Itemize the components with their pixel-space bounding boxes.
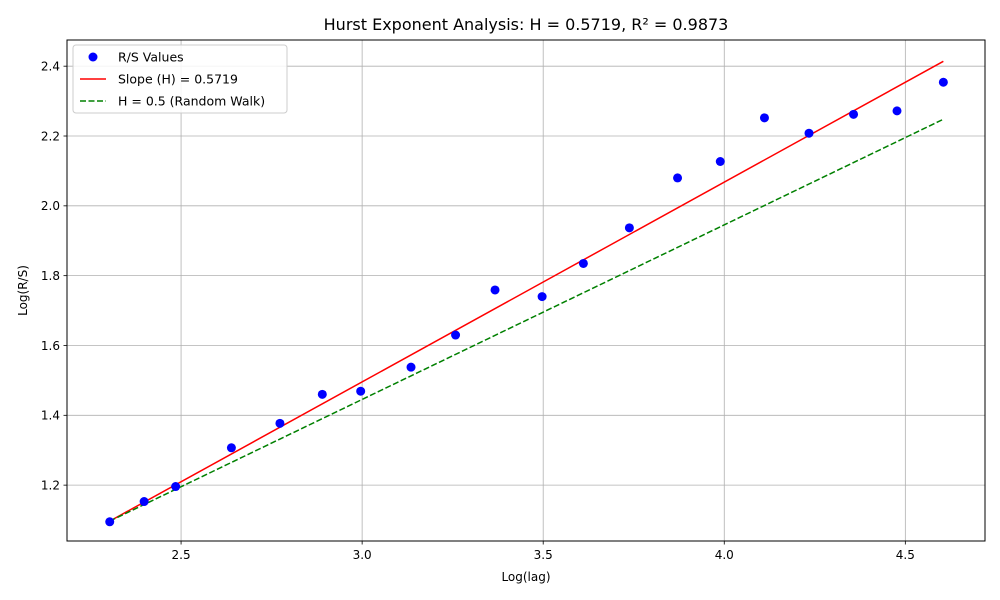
data-point (139, 497, 149, 507)
legend-marker-scatter (88, 52, 98, 62)
tick-layer: 2.5 3.0 3.5 4.0 4.5 1.2 1.4 1.6 1.8 2.0 2.2 2.4 (41, 59, 915, 562)
data-point (275, 418, 285, 428)
data-point (892, 106, 902, 116)
x-tick-label: 4.0 (715, 548, 734, 562)
series-line-random-walk (109, 118, 944, 522)
x-axis-title: Log(lag) (501, 570, 550, 584)
data-point (537, 292, 547, 302)
legend-label: R/S Values (118, 50, 184, 65)
data-point (451, 330, 461, 340)
legend-label: H = 0.5 (Random Walk) (118, 94, 265, 109)
plot-frame (66, 39, 986, 542)
data-point (356, 386, 366, 396)
x-tick-label: 4.5 (896, 548, 915, 562)
series-line-hurst-fit (109, 60, 944, 522)
data-point (317, 389, 327, 399)
chart-title: Hurst Exponent Analysis: H = 0.5719, R² … (324, 15, 729, 34)
x-tick-label: 2.5 (172, 548, 191, 562)
data-point (938, 77, 948, 87)
data-point (578, 258, 588, 268)
data-point (715, 156, 725, 166)
x-tick-label: 3.0 (353, 548, 372, 562)
data-point (105, 517, 115, 527)
data-point (759, 113, 769, 123)
y-tick-label: 1.8 (41, 269, 60, 283)
y-tick-label: 2.2 (41, 129, 60, 143)
data-point (624, 223, 634, 233)
y-tick-label: 2.0 (41, 199, 60, 213)
data-point (226, 443, 236, 453)
legend-label: Slope (H) = 0.5719 (118, 72, 238, 87)
y-tick-label: 2.4 (41, 59, 60, 73)
y-tick-label: 1.2 (41, 478, 60, 492)
data-point (406, 362, 416, 372)
grid-layer (67, 40, 985, 541)
y-tick-label: 1.6 (41, 339, 60, 353)
series-layer (105, 60, 948, 527)
data-point (490, 285, 500, 295)
y-axis-title: Log(R/S) (16, 265, 30, 316)
data-point (849, 109, 859, 119)
x-tick-label: 3.5 (534, 548, 553, 562)
legend-box (72, 44, 288, 114)
y-tick-label: 1.4 (41, 409, 60, 423)
data-point (171, 482, 181, 492)
legend: R/S Values Slope (H) = 0.5719 H = 0.5 (Ran… (72, 44, 288, 114)
data-point (804, 128, 814, 138)
data-point (673, 173, 683, 183)
